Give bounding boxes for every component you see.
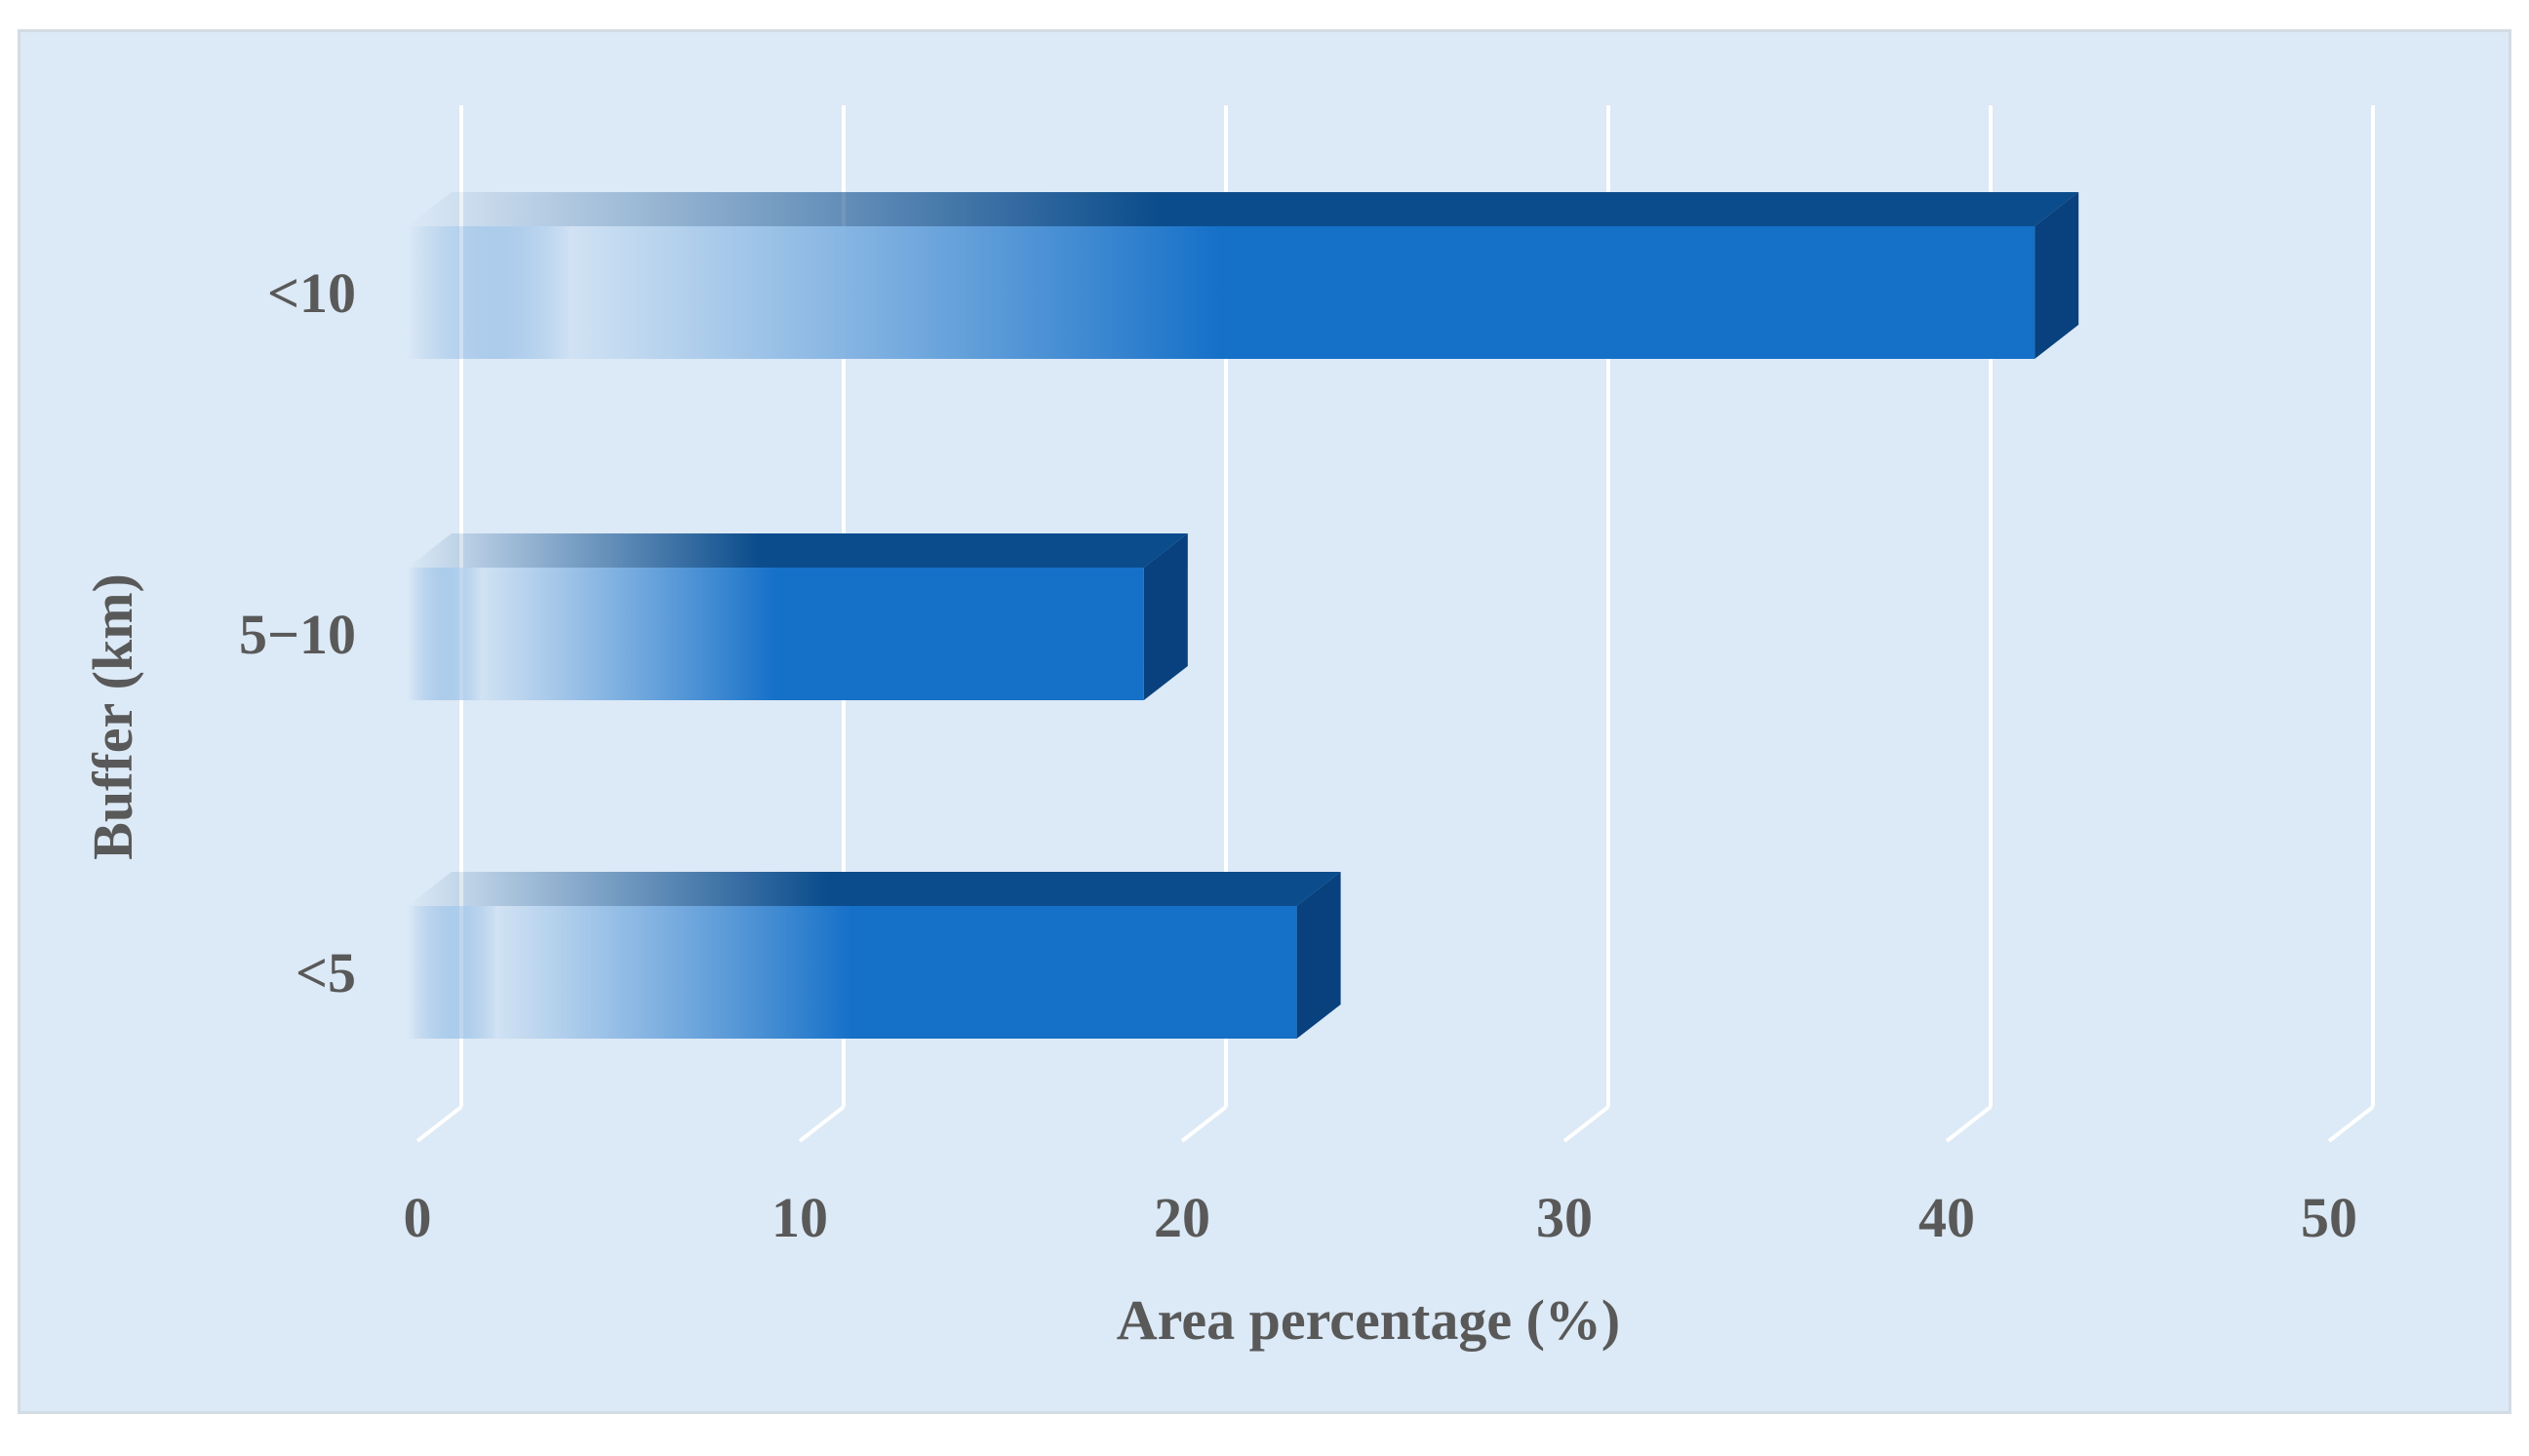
bars (408, 192, 2079, 1039)
bar (408, 568, 1144, 700)
floor-gridline (1180, 1105, 1228, 1143)
y-tick-label: <5 (296, 941, 356, 1004)
x-tick-label: 20 (1154, 1186, 1210, 1249)
x-tick-label: 0 (404, 1186, 432, 1249)
floor-gridline (798, 1105, 846, 1143)
x-tick-label: 40 (1918, 1186, 1975, 1249)
bar-top (408, 533, 1188, 568)
bar-top (408, 872, 1341, 906)
y-tick-label: <10 (267, 261, 356, 325)
bar (408, 226, 2035, 359)
x-tick-label: 30 (1536, 1186, 1593, 1249)
floor-gridline (1945, 1105, 1993, 1143)
bar-side (1143, 533, 1188, 700)
y-axis-title: Buffer (km) (81, 573, 144, 860)
x-tick-label: 10 (771, 1186, 828, 1249)
floor-gridline (2327, 1105, 2375, 1143)
labels: 0 10 20 30 40 50 <10 5−10 <5 (239, 261, 2357, 1249)
floor-gridline (415, 1105, 463, 1143)
y-tick-label: 5−10 (239, 603, 356, 666)
x-axis-title: Area percentage (%) (1117, 1288, 1620, 1352)
floor-gridline (1562, 1105, 1610, 1143)
bar-side (2035, 192, 2079, 359)
x-tick-label: 50 (2301, 1186, 2357, 1249)
bar-top (408, 192, 2079, 226)
bar-side (1296, 872, 1341, 1039)
bar (408, 906, 1297, 1039)
